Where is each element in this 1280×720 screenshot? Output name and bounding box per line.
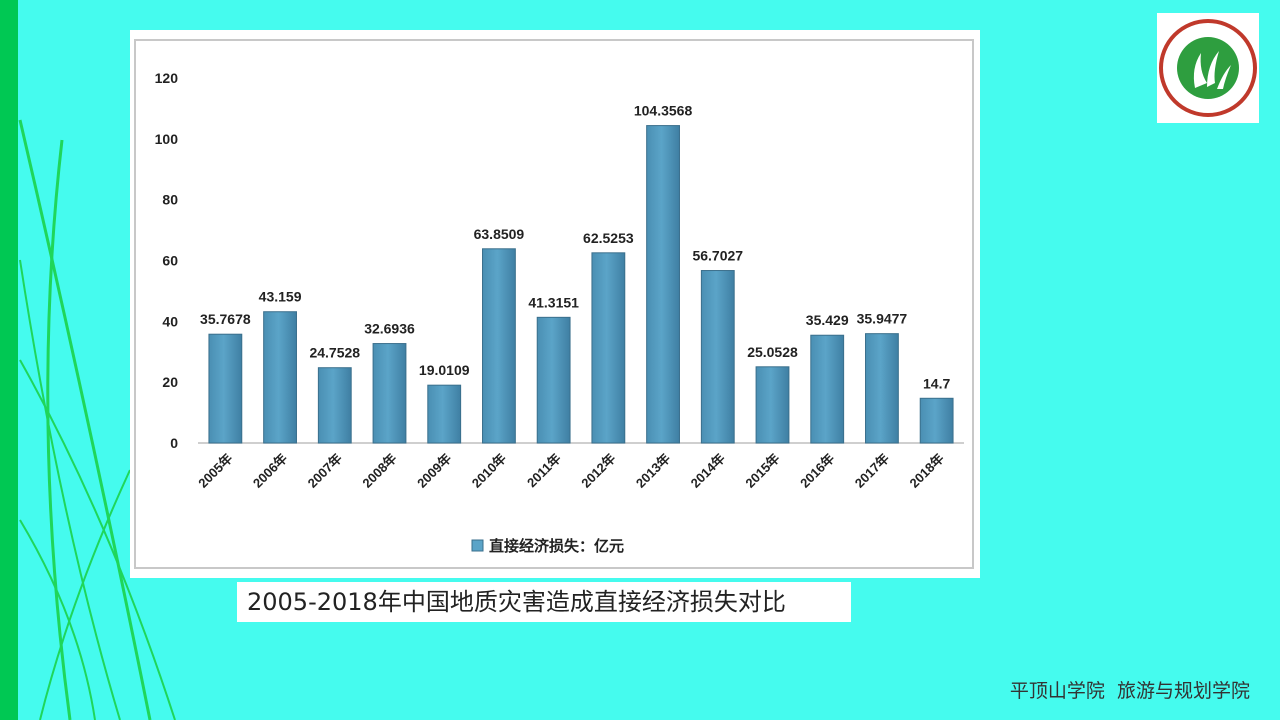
bar xyxy=(263,311,297,444)
data-label: 32.6936 xyxy=(364,321,415,337)
data-label: 35.429 xyxy=(806,312,849,328)
university-seal-icon xyxy=(1159,19,1257,117)
footer-institution: 平顶山学院 旅游与规划学院 xyxy=(1009,680,1250,702)
data-label: 43.159 xyxy=(259,289,302,305)
bar xyxy=(646,125,680,444)
x-tick-label: 2007年 xyxy=(305,451,345,491)
y-tick-label: 120 xyxy=(155,70,179,86)
chart-frame: 0 20 40 60 80 100 120 35.7678 2005年 43.159 2006年 24… xyxy=(130,30,980,578)
bar xyxy=(427,384,462,444)
bar xyxy=(755,366,790,444)
data-label: 24.7528 xyxy=(309,345,360,361)
y-tick-label: 40 xyxy=(162,313,178,329)
chart-panel: 0 20 40 60 80 100 120 35.7678 2005年 43.159 2006年 24… xyxy=(134,39,974,569)
y-tick-label: 80 xyxy=(162,192,178,208)
bar xyxy=(591,252,626,444)
y-tick-label: 20 xyxy=(162,374,178,390)
data-label: 35.7678 xyxy=(200,311,251,327)
x-tick-label: 2010年 xyxy=(469,451,509,491)
bar-chart: 0 20 40 60 80 100 120 35.7678 2005年 43.159 2006年 24… xyxy=(155,70,964,555)
legend-swatch xyxy=(471,539,484,552)
data-label: 104.3568 xyxy=(634,103,693,119)
x-tick-label: 2014年 xyxy=(688,451,728,491)
bar xyxy=(372,343,407,444)
chart-caption: 2005-2018年中国地质灾害造成直接经济损失对比 xyxy=(237,582,851,622)
bar xyxy=(919,397,954,444)
bar xyxy=(700,270,735,444)
left-accent-bar xyxy=(0,0,18,720)
data-label: 62.5253 xyxy=(583,230,634,246)
x-tick-label: 2017年 xyxy=(852,451,892,491)
data-label: 19.0109 xyxy=(419,362,470,378)
x-tick-label: 2013年 xyxy=(633,451,673,491)
x-tick-label: 2011年 xyxy=(524,451,564,491)
university-logo xyxy=(1157,13,1259,123)
x-tick-label: 2005年 xyxy=(195,451,235,491)
data-label: 63.8509 xyxy=(474,226,525,242)
data-label: 35.9477 xyxy=(857,311,908,327)
bar xyxy=(482,248,516,444)
legend-label: 直接经济损失：亿元 xyxy=(489,537,624,555)
y-tick-label: 100 xyxy=(155,131,179,147)
bar xyxy=(810,334,845,444)
x-tick-label: 2018年 xyxy=(907,451,947,491)
data-label: 25.0528 xyxy=(747,344,798,360)
x-tick-label: 2015年 xyxy=(742,451,782,491)
x-tick-label: 2012年 xyxy=(578,451,618,491)
y-tick-label: 0 xyxy=(170,435,178,451)
bar xyxy=(317,367,352,444)
x-tick-label: 2006年 xyxy=(250,451,290,491)
y-tick-label: 60 xyxy=(162,253,178,269)
bar xyxy=(865,333,899,444)
data-label: 41.3151 xyxy=(528,294,579,310)
bar xyxy=(536,316,571,444)
x-tick-label: 2008年 xyxy=(359,451,399,491)
data-label: 14.7 xyxy=(923,375,950,391)
bar xyxy=(208,333,243,444)
data-label: 56.7027 xyxy=(692,248,743,264)
x-tick-label: 2016年 xyxy=(797,451,837,491)
x-tick-label: 2009年 xyxy=(414,451,454,491)
